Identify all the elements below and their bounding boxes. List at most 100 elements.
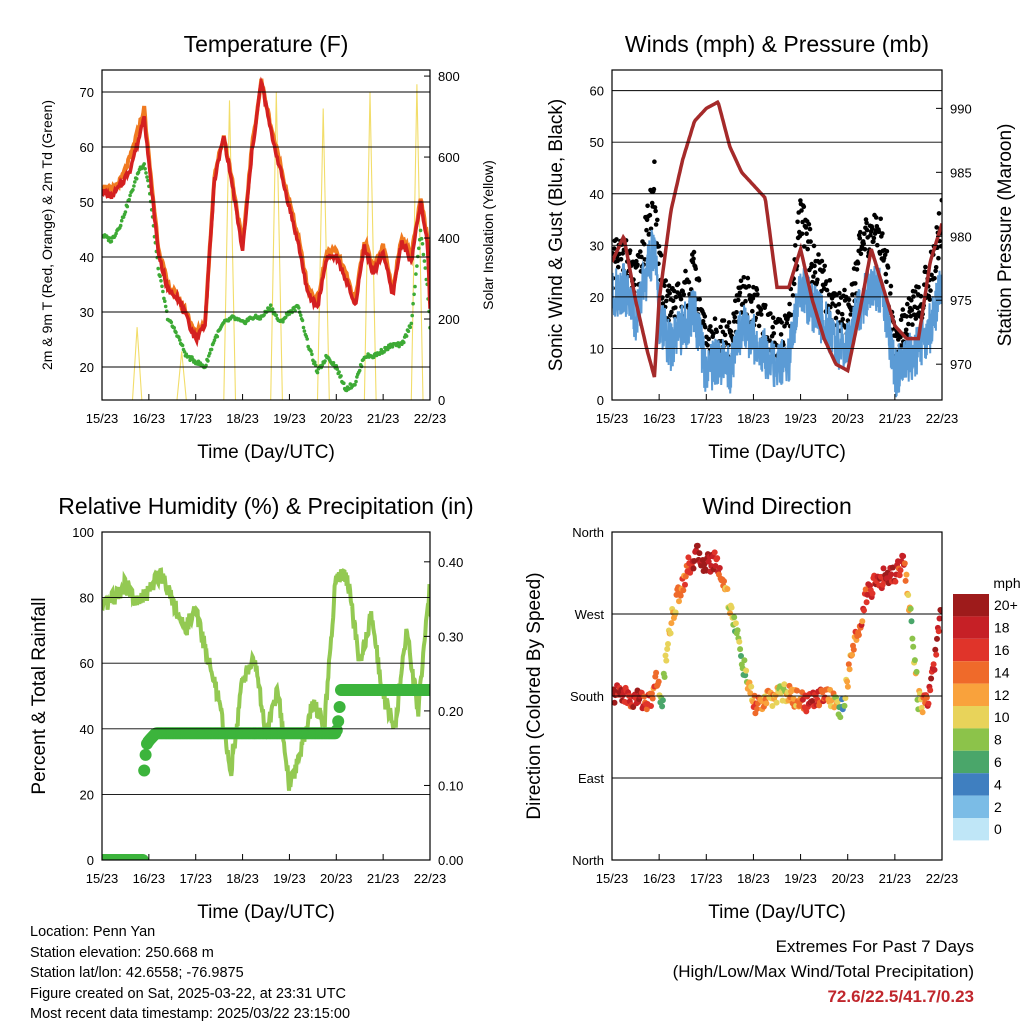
- legend-label: 0: [994, 821, 1002, 837]
- y-tick-label-2: 30: [590, 238, 604, 253]
- point-direction: [909, 635, 916, 642]
- point-direction: [663, 657, 670, 664]
- point-direction: [659, 703, 666, 710]
- point-td: [119, 218, 124, 223]
- point-td: [146, 178, 150, 183]
- point-direction: [845, 661, 852, 668]
- point-direction: [907, 605, 914, 612]
- x-tick-label-3: 15/23: [86, 871, 119, 886]
- point-td: [422, 259, 427, 263]
- point-gust: [669, 309, 674, 315]
- point-gust: [840, 317, 846, 322]
- point-gust: [667, 290, 672, 296]
- point-direction: [913, 668, 920, 675]
- y-tick-label-3: 60: [80, 656, 94, 671]
- point-precip: [136, 854, 149, 860]
- legend-swatch: [953, 638, 989, 662]
- point-td: [262, 313, 266, 317]
- point-gust: [824, 287, 830, 293]
- point-td: [402, 340, 406, 345]
- point-gust: [798, 198, 803, 203]
- point-gust: [653, 222, 659, 227]
- point-gust: [913, 316, 919, 321]
- plot-area-2: [612, 99, 942, 398]
- point-direction: [927, 687, 934, 694]
- point-direction: [667, 630, 674, 637]
- point-precip: [139, 748, 152, 761]
- point-gust: [670, 298, 676, 304]
- y-tick-label-3: 20: [80, 787, 94, 802]
- point-td: [331, 361, 336, 365]
- point-gust: [639, 254, 644, 260]
- point-direction: [664, 646, 671, 652]
- point-gust: [675, 281, 681, 287]
- point-direction: [721, 578, 727, 585]
- point-gust: [647, 231, 652, 237]
- point-direction: [896, 572, 903, 579]
- x-tick-label-4: 18/23: [737, 871, 770, 886]
- point-gust: [702, 314, 708, 319]
- point-gust: [822, 263, 827, 269]
- point-gust: [905, 301, 910, 307]
- plot-frame-3: [101, 531, 431, 861]
- y-tick-label-4: West: [575, 607, 605, 622]
- point-gust: [871, 239, 876, 244]
- point-gust: [649, 200, 655, 206]
- point-gust: [939, 197, 942, 203]
- point-td: [142, 162, 146, 166]
- point-gust: [827, 278, 833, 283]
- point-td: [125, 204, 130, 209]
- point-td: [301, 325, 306, 330]
- point-direction: [933, 651, 940, 658]
- point-td: [419, 236, 424, 241]
- plot-area-4: [612, 542, 942, 721]
- x-tick-label-4: 20/23: [831, 871, 864, 886]
- point-td: [268, 303, 273, 308]
- x-tick-label-4: 21/23: [879, 871, 912, 886]
- point-gust: [833, 315, 839, 321]
- point-gust: [883, 271, 889, 277]
- point-direction: [643, 706, 650, 713]
- point-direction: [731, 614, 738, 621]
- x-tick-label-3: 16/23: [133, 871, 166, 886]
- point-gust: [848, 312, 853, 317]
- point-gust: [842, 287, 847, 293]
- point-direction: [685, 554, 692, 561]
- plot-area-3: [102, 567, 430, 860]
- point-td: [410, 313, 415, 318]
- point-gust: [746, 284, 752, 289]
- point-gust: [614, 237, 619, 242]
- point-td: [156, 266, 160, 271]
- point-gust: [686, 279, 692, 285]
- point-td: [309, 349, 313, 353]
- point-td: [109, 239, 114, 244]
- y-tick-label-2: 20: [590, 290, 604, 305]
- point-direction: [680, 587, 687, 594]
- y-tick-label-2: 10: [590, 341, 604, 356]
- point-direction: [748, 683, 755, 690]
- point-gust: [660, 301, 666, 306]
- point-gust: [711, 331, 716, 337]
- point-gust: [651, 186, 657, 192]
- point-td: [159, 279, 163, 283]
- point-direction: [842, 695, 849, 702]
- point-direction: [932, 646, 939, 653]
- point-gust: [683, 268, 688, 274]
- point-gust: [812, 263, 817, 269]
- point-direction: [727, 610, 733, 617]
- point-direction: [655, 678, 662, 685]
- point-td: [313, 363, 318, 368]
- point-gust: [620, 251, 625, 256]
- x-tick-label-4: 22/23: [926, 871, 959, 886]
- point-direction: [849, 651, 856, 658]
- point-gust: [627, 248, 633, 253]
- point-gust: [691, 249, 697, 255]
- point-direction: [931, 666, 938, 673]
- point-td: [107, 236, 112, 240]
- point-td: [354, 379, 358, 384]
- point-direction: [653, 669, 660, 676]
- point-direction: [855, 632, 862, 638]
- y-tick-label-1: 20: [80, 360, 94, 375]
- point-direction: [925, 700, 932, 707]
- point-gust: [690, 259, 696, 265]
